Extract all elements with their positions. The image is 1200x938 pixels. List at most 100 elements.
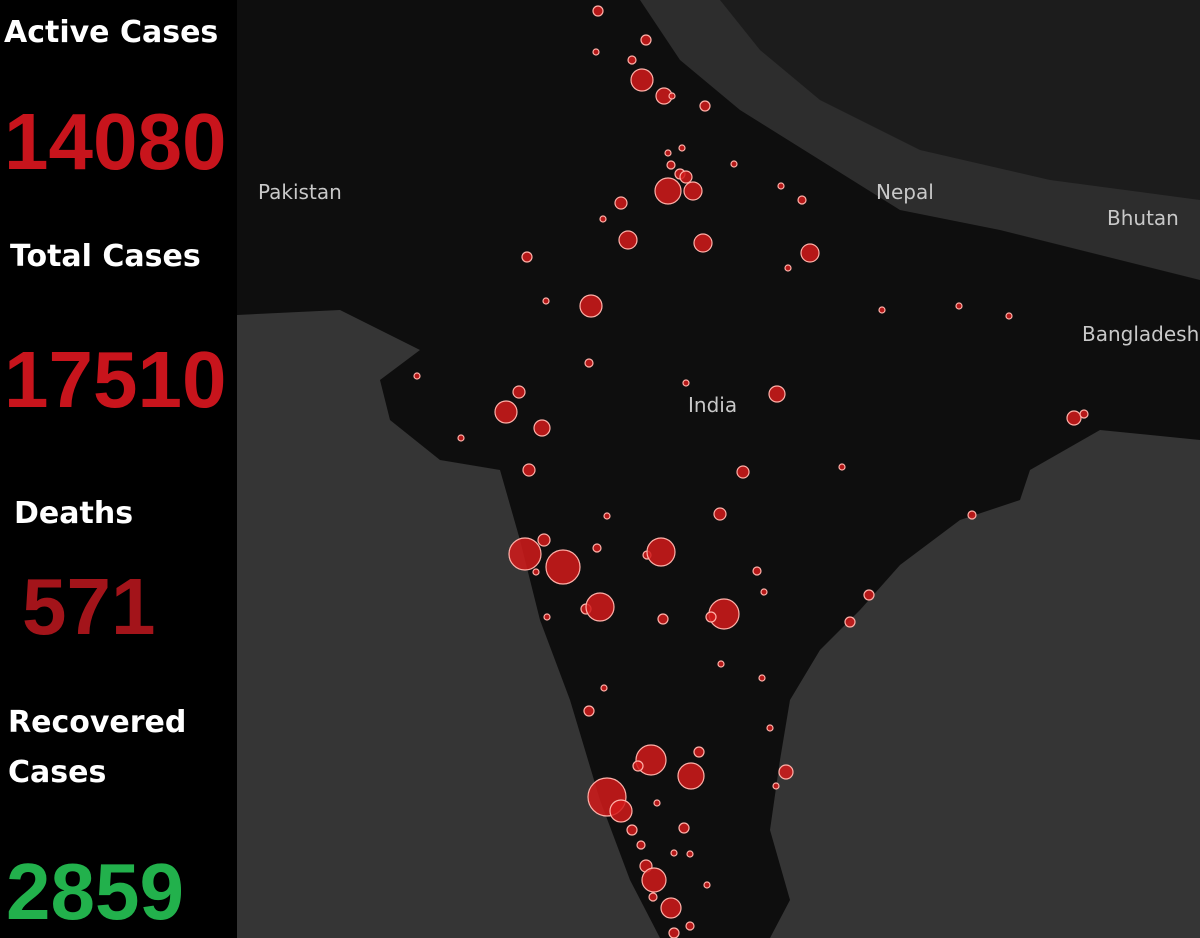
case-bubble <box>583 705 595 717</box>
case-bubble <box>599 215 607 223</box>
case-bubble <box>1066 410 1082 426</box>
case-bubble <box>521 251 533 263</box>
case-bubble <box>678 822 690 834</box>
case-bubble <box>512 385 526 399</box>
case-bubble <box>717 660 725 668</box>
case-bubble <box>677 762 705 790</box>
case-bubble <box>699 100 711 112</box>
country-label: Bhutan <box>1107 206 1179 230</box>
case-bubble <box>592 5 604 17</box>
case-bubble <box>878 306 886 314</box>
case-bubble <box>537 533 551 547</box>
case-bubble <box>627 55 637 65</box>
case-bubble <box>752 566 762 576</box>
case-bubble <box>955 302 963 310</box>
case-bubble <box>632 760 644 772</box>
case-bubble <box>508 537 542 571</box>
stat-label: Recovered Cases <box>8 705 187 790</box>
case-bubble <box>654 177 682 205</box>
case-bubble <box>758 674 766 682</box>
case-bubble <box>772 782 780 790</box>
stat-value: 14080 <box>4 97 227 186</box>
case-bubble <box>618 230 638 250</box>
country-label: Nepal <box>876 180 934 204</box>
case-bubble <box>778 764 794 780</box>
case-bubble <box>730 160 738 168</box>
case-bubble <box>545 549 581 585</box>
case-bubble <box>522 463 536 477</box>
case-bubble <box>666 160 676 170</box>
stat-value: 17510 <box>4 335 227 424</box>
case-bubble <box>584 358 594 368</box>
case-bubble <box>685 921 695 931</box>
case-bubble <box>648 892 658 902</box>
case-bubble <box>660 897 682 919</box>
case-bubble <box>626 824 638 836</box>
case-bubble <box>543 613 551 621</box>
stat-label: Total Cases <box>10 239 201 274</box>
case-bubble <box>579 294 603 318</box>
country-label: India <box>688 393 737 417</box>
case-bubble <box>713 507 727 521</box>
case-bubble <box>797 195 807 205</box>
case-bubble <box>641 867 667 893</box>
case-bubble <box>494 400 518 424</box>
case-bubble <box>533 419 551 437</box>
case-bubble <box>592 543 602 553</box>
case-bubble <box>668 927 680 938</box>
case-bubble <box>678 144 686 152</box>
stat-label: Active Cases <box>4 15 219 50</box>
case-bubble <box>664 149 672 157</box>
case-bubble <box>609 799 633 823</box>
case-bubble <box>736 465 750 479</box>
case-bubble <box>413 372 421 380</box>
case-bubble <box>670 849 678 857</box>
case-bubble <box>653 799 661 807</box>
case-bubble <box>863 589 875 601</box>
case-bubble <box>1079 409 1089 419</box>
case-bubble <box>800 243 820 263</box>
case-bubble <box>967 510 977 520</box>
stat-label: Deaths <box>14 496 134 531</box>
case-bubble <box>1005 312 1013 320</box>
stat-value: 2859 <box>6 847 184 936</box>
case-bubble <box>768 385 786 403</box>
stat-value: 571 <box>22 562 156 651</box>
case-bubble <box>686 850 694 858</box>
case-bubble <box>600 684 608 692</box>
case-bubble <box>646 537 676 567</box>
case-bubble <box>630 68 654 92</box>
case-bubble <box>657 613 669 625</box>
case-bubble <box>683 181 703 201</box>
case-bubble <box>542 297 550 305</box>
case-bubbles <box>413 5 1089 938</box>
case-bubble <box>592 48 600 56</box>
case-bubble <box>838 463 846 471</box>
case-bubble <box>844 616 856 628</box>
case-bubble <box>703 881 711 889</box>
case-bubble <box>585 592 615 622</box>
case-bubble <box>668 92 676 100</box>
case-bubble <box>705 611 717 623</box>
case-bubble <box>760 588 768 596</box>
stats-panel: Active Cases 14080 Total Cases 17510 Dea… <box>0 0 237 938</box>
case-bubble <box>640 34 652 46</box>
case-bubble <box>766 724 774 732</box>
case-bubble <box>693 746 705 758</box>
case-bubble <box>784 264 792 272</box>
case-bubble <box>614 196 628 210</box>
tibet <box>720 0 1200 200</box>
case-bubble <box>603 512 611 520</box>
case-bubble <box>635 744 667 776</box>
case-bubble <box>777 182 785 190</box>
case-bubble <box>636 840 646 850</box>
land <box>237 0 1200 938</box>
case-bubble <box>693 233 713 253</box>
country-label: Pakistan <box>258 180 342 204</box>
country-label: Bangladesh <box>1082 322 1199 346</box>
case-bubble <box>532 568 540 576</box>
case-bubble <box>457 434 465 442</box>
case-bubble <box>679 170 693 184</box>
case-bubble <box>682 379 690 387</box>
